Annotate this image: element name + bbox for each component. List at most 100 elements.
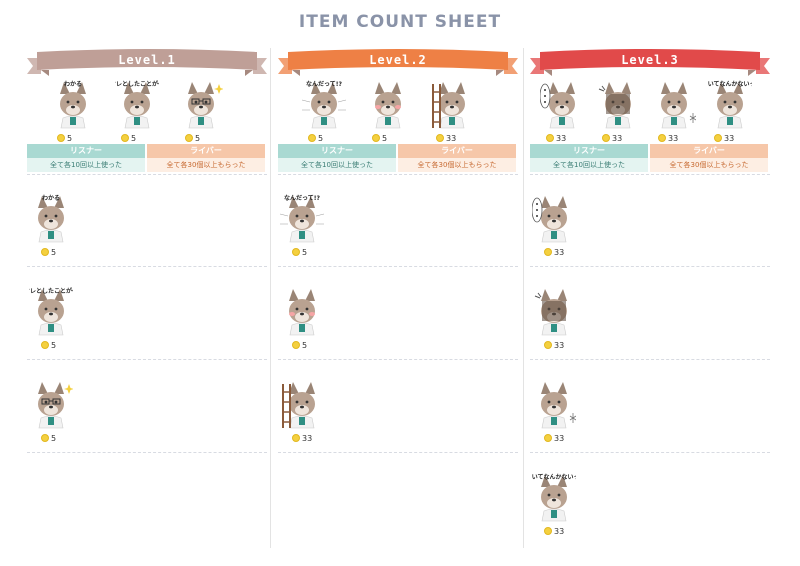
coin-icon xyxy=(436,134,444,142)
angry-icon xyxy=(534,289,567,336)
coin-count: 33 xyxy=(714,132,734,144)
list-item: 5 xyxy=(27,360,267,453)
coin-icon xyxy=(292,248,300,256)
coin-value: 5 xyxy=(382,133,388,143)
coin-count: 33 xyxy=(544,432,564,444)
coin-count: 33 xyxy=(658,132,678,144)
item-sticker: 5 xyxy=(278,287,334,351)
banner-sticker: 33 xyxy=(646,80,702,144)
listener-category: リスナー 全て各10回以上使った xyxy=(530,144,648,172)
nakanai-icon: 泣いてなんかないっ! xyxy=(708,80,752,129)
list-item xyxy=(27,453,267,546)
liver-category: ライバー 全て各30個以上もらった xyxy=(147,144,265,172)
listener-label: リスナー xyxy=(278,144,396,158)
coin-value: 5 xyxy=(67,133,73,143)
nandatte-icon: なんだって!? xyxy=(302,81,346,129)
list-item: 5 xyxy=(278,267,518,360)
coin-count: 5 xyxy=(292,246,307,258)
listener-description: 全て各10回以上使った xyxy=(27,158,145,172)
ladder-icon xyxy=(282,382,315,429)
coin-count: 33 xyxy=(602,132,622,144)
banner-sticker: 33 xyxy=(590,80,646,144)
item-sticker: 泣いてなんかないっ! 33 xyxy=(530,473,586,537)
coin-count: 5 xyxy=(372,132,387,144)
coin-value: 5 xyxy=(302,340,308,350)
coin-icon xyxy=(292,341,300,349)
coin-count: 33 xyxy=(546,132,566,144)
coin-value: 33 xyxy=(612,133,623,143)
banner-sticker: 5 xyxy=(360,80,416,144)
coin-value: 5 xyxy=(51,433,57,443)
banner-sticker-row: わかる 5 オレとしたことが〜 5 5 xyxy=(27,80,267,144)
banner-sticker: わかる 5 xyxy=(45,80,101,144)
coin-icon xyxy=(41,248,49,256)
list-item: 泣いてなんかないっ! 33 xyxy=(530,453,770,546)
ladder-icon xyxy=(432,82,465,129)
coin-count: 33 xyxy=(436,132,456,144)
coin-count: 5 xyxy=(41,432,56,444)
level-label: Level.1 xyxy=(118,53,176,67)
angry-icon xyxy=(598,82,631,129)
oreto-shita-icon: オレとしたことが〜 xyxy=(29,287,73,336)
liver-category: ライバー 全て各30個以上もらった xyxy=(650,144,768,172)
sigh-icon xyxy=(541,382,576,429)
coin-icon xyxy=(292,434,300,442)
banner-sticker: 泣いてなんかないっ! 33 xyxy=(702,80,758,144)
banner-sticker: 33 xyxy=(424,80,480,144)
level-label: Level.3 xyxy=(621,53,679,67)
level-column-3: Level.3 33 33 33 xyxy=(530,48,770,548)
listener-description: 全て各10回以上使った xyxy=(530,158,648,172)
liver-label: ライバー xyxy=(398,144,516,158)
item-sticker: オレとしたことが〜 5 xyxy=(27,287,83,351)
banner-sticker-row: 33 33 33 泣いてなんかないっ! 33 xyxy=(530,80,770,144)
level-column-2: Level.2 なんだって!? 5 5 xyxy=(278,48,518,548)
coin-count: 5 xyxy=(121,132,136,144)
page-title: ITEM COUNT SHEET xyxy=(298,12,502,32)
listener-label: リスナー xyxy=(530,144,648,158)
coin-value: 5 xyxy=(131,133,137,143)
level-label: Level.2 xyxy=(369,53,427,67)
coin-value: 33 xyxy=(724,133,735,143)
coin-icon xyxy=(372,134,380,142)
coin-value: 33 xyxy=(554,526,565,536)
sticker-caption: 泣いてなんかないっ! xyxy=(532,473,576,481)
coin-value: 33 xyxy=(446,133,457,143)
sticker-caption: オレとしたことが〜 xyxy=(115,80,159,88)
coin-value: 5 xyxy=(195,133,201,143)
category-row: リスナー 全て各10回以上使った ライバー 全て各30個以上もらった xyxy=(278,144,518,172)
coin-icon xyxy=(546,134,554,142)
coin-count: 5 xyxy=(41,339,56,351)
coin-count: 33 xyxy=(544,525,564,537)
nandatte-icon: なんだって!? xyxy=(280,195,324,243)
coin-value: 5 xyxy=(51,247,57,257)
nakanai-icon: 泣いてなんかないっ! xyxy=(532,473,576,522)
item-list: 33 33 33 泣いてなんかないっ! 33 xyxy=(530,174,770,546)
liver-category: ライバー 全て各30個以上もらった xyxy=(398,144,516,172)
list-item: 33 xyxy=(530,360,770,453)
coin-icon xyxy=(121,134,129,142)
coin-icon xyxy=(544,248,552,256)
item-sticker: 33 xyxy=(530,194,586,258)
coin-value: 33 xyxy=(554,340,565,350)
list-item: わかる 5 xyxy=(27,174,267,267)
coin-value: 5 xyxy=(302,247,308,257)
coin-icon xyxy=(41,434,49,442)
coin-count: 5 xyxy=(57,132,72,144)
listener-category: リスナー 全て各10回以上使った xyxy=(27,144,145,172)
wakaru-icon: わかる xyxy=(60,80,86,129)
coin-count: 5 xyxy=(41,246,56,258)
coin-value: 5 xyxy=(318,133,324,143)
list-top-divider xyxy=(278,174,518,175)
blushing-icon xyxy=(375,82,401,129)
banner-sticker: 33 xyxy=(534,80,590,144)
coin-count: 5 xyxy=(185,132,200,144)
coin-icon xyxy=(57,134,65,142)
item-sticker: 33 xyxy=(278,380,334,444)
liver-description: 全て各30個以上もらった xyxy=(650,158,768,172)
coin-count: 5 xyxy=(292,339,307,351)
column-divider xyxy=(523,48,524,548)
item-list: わかる 5 オレとしたことが〜 5 5 xyxy=(27,174,267,546)
item-sticker: 5 xyxy=(27,380,83,444)
liver-label: ライバー xyxy=(650,144,768,158)
sticker-caption: なんだって!? xyxy=(306,81,342,88)
